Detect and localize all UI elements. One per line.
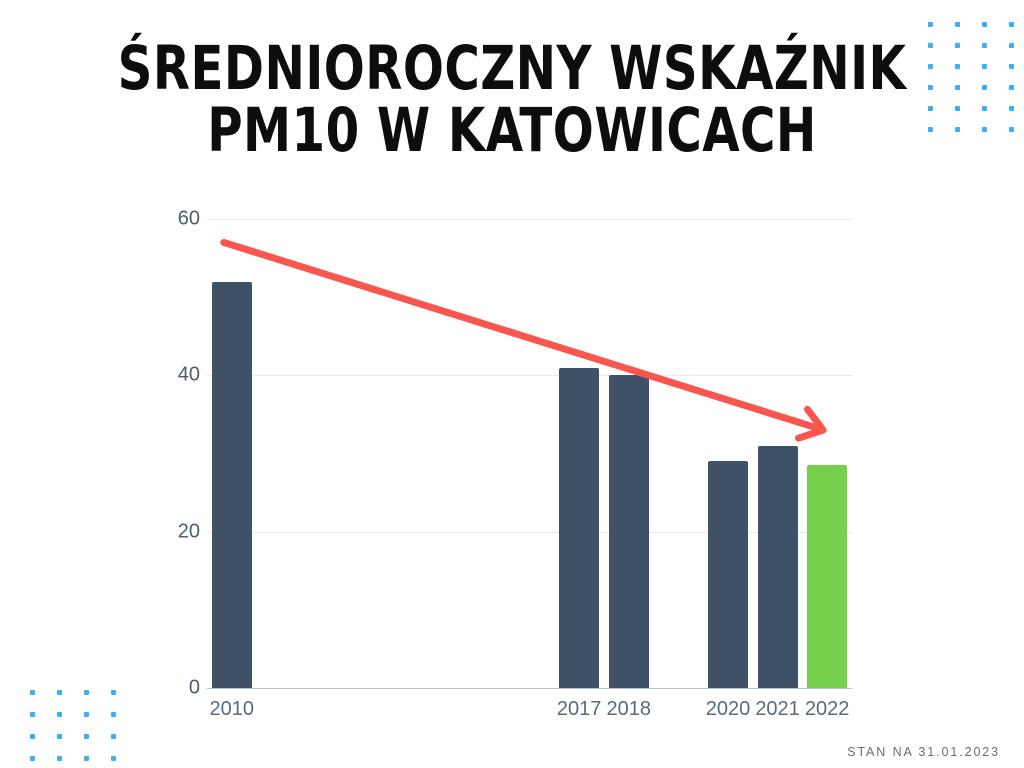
- decorative-dot: [84, 734, 89, 739]
- x-axis-tick-label-2017: 2017: [556, 698, 602, 720]
- x-axis-tick-label-2018: 2018: [606, 698, 651, 720]
- decorative-dot: [982, 106, 987, 111]
- decorative-dot: [57, 734, 62, 739]
- x-axis-tick-label-2010: 2010: [209, 698, 255, 720]
- x-axis-tick-label-2022: 2022: [804, 698, 850, 720]
- x-axis-baseline: [207, 688, 852, 689]
- decorative-dot: [982, 85, 987, 90]
- decorative-dot: [928, 64, 933, 69]
- decorative-dot: [1009, 127, 1014, 132]
- footer-note: STAN NA 31.01.2023: [847, 745, 1000, 759]
- decorative-dot: [1009, 85, 1014, 90]
- decorative-dot: [30, 734, 35, 739]
- decorative-dot: [84, 756, 89, 761]
- decorative-dot: [30, 756, 35, 761]
- page-title: ŚREDNIOROCZNY WSKAŹNIK PM10 W KATOWICACH: [117, 33, 907, 166]
- bar-2010: [211, 281, 252, 688]
- x-axis-tick-label-2021: 2021: [755, 698, 800, 720]
- x-axis-tick-labels: 2010 2017 2018 2020 2021 2022: [207, 698, 852, 732]
- decorative-dot: [982, 22, 987, 27]
- decorative-dot: [1009, 22, 1014, 27]
- decorative-dot: [84, 712, 89, 717]
- decorative-dot: [30, 690, 35, 695]
- bar-2020: [707, 461, 748, 688]
- y-axis-tick-label: 60: [177, 207, 200, 230]
- decorative-dot: [57, 712, 62, 717]
- decorative-dot: [111, 734, 116, 739]
- decorative-dot: [57, 756, 62, 761]
- gridline: [207, 219, 852, 220]
- decorative-dot: [84, 690, 89, 695]
- y-axis-tick-label: 0: [188, 676, 200, 699]
- decorative-dot: [1009, 43, 1014, 48]
- y-axis-tick-label: 20: [177, 520, 200, 543]
- y-axis-tick-label: 40: [177, 363, 200, 386]
- decorative-dot: [111, 690, 116, 695]
- bar-2018: [608, 375, 649, 688]
- decorative-dot: [955, 85, 960, 90]
- decorative-dot-grid-bottom-left: [30, 690, 138, 768]
- decorative-dot: [57, 690, 62, 695]
- decorative-dot: [955, 106, 960, 111]
- x-axis-tick-label-2020: 2020: [705, 698, 751, 720]
- decorative-dot: [111, 756, 116, 761]
- decorative-dot: [955, 127, 960, 132]
- decorative-dot: [928, 43, 933, 48]
- bar-2022: [807, 465, 848, 688]
- decorative-dot: [30, 712, 35, 717]
- decorative-dot: [982, 43, 987, 48]
- decorative-dot: [928, 85, 933, 90]
- y-axis-tick-labels: 0 20 40 60: [160, 208, 200, 699]
- decorative-dot: [955, 22, 960, 27]
- bar-2021: [757, 445, 798, 688]
- decorative-dot: [1009, 64, 1014, 69]
- decorative-dot: [955, 43, 960, 48]
- decorative-dot: [982, 64, 987, 69]
- decorative-dot: [982, 127, 987, 132]
- decorative-dot: [111, 712, 116, 717]
- decorative-dot: [928, 22, 933, 27]
- bar-2017: [559, 367, 600, 688]
- gridline: [207, 531, 852, 533]
- decorative-dot: [928, 127, 933, 132]
- bar-series: [207, 219, 852, 688]
- decorative-dot-grid-top-right: [928, 22, 1024, 148]
- decorative-dot: [955, 64, 960, 69]
- decorative-dot: [928, 106, 933, 111]
- decorative-dot: [1009, 106, 1014, 111]
